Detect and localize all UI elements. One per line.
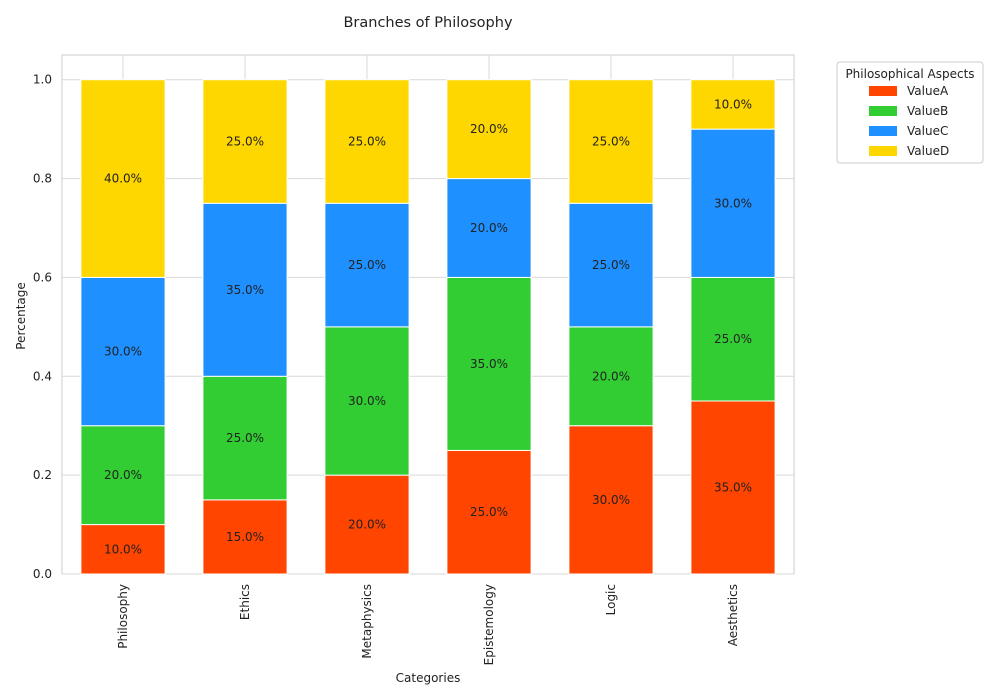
y-tick-label: 0.4 xyxy=(33,369,52,383)
data-label: 15.0% xyxy=(226,530,264,544)
plot-area: 0.0 0.2 0.4 0.6 0.8 1.0 10.0% 20.0% 30.0% 40.0% Ph… xyxy=(33,54,795,665)
data-label: 30.0% xyxy=(714,196,752,210)
bar-valuec-metaphysics xyxy=(324,202,410,328)
legend-label: ValueA xyxy=(907,84,949,98)
y-tick-label: 0.0 xyxy=(33,567,52,581)
data-label: 30.0% xyxy=(592,493,630,507)
x-tick-label: Ethics xyxy=(238,584,252,620)
data-label: 25.0% xyxy=(714,332,752,346)
data-label: 20.0% xyxy=(104,468,142,482)
legend-title: Philosophical Aspects xyxy=(845,67,974,81)
data-label: 25.0% xyxy=(348,135,386,149)
y-tick-label: 0.8 xyxy=(33,172,52,186)
y-tick-label: 1.0 xyxy=(33,73,52,87)
data-label: 25.0% xyxy=(348,258,386,272)
bar-valuec-epistemology xyxy=(446,178,532,278)
data-label: 25.0% xyxy=(592,135,630,149)
bar-valuec-ethics xyxy=(202,202,288,377)
legend-label: ValueC xyxy=(907,124,948,138)
legend-swatch xyxy=(869,126,897,136)
data-label: 10.0% xyxy=(714,97,752,111)
bar-valueb-metaphysics xyxy=(324,326,410,476)
data-label: 20.0% xyxy=(470,221,508,235)
data-label: 10.0% xyxy=(104,542,142,556)
y-tick-label: 0.6 xyxy=(33,270,52,284)
legend-label: ValueB xyxy=(907,104,948,118)
legend-label: ValueD xyxy=(907,144,949,158)
bar-valueb-logic xyxy=(568,326,654,427)
data-label: 35.0% xyxy=(714,481,752,495)
bar-valueb-philosophy xyxy=(80,425,166,526)
bar-valueb-ethics xyxy=(202,375,288,501)
bar-valued-epistemology xyxy=(446,79,532,180)
bar-valuea-epistemology xyxy=(446,449,532,575)
data-label: 35.0% xyxy=(226,283,264,297)
bar-valuea-aesthetics xyxy=(690,400,776,575)
data-label: 25.0% xyxy=(226,135,264,149)
data-label: 25.0% xyxy=(592,258,630,272)
bar-valued-metaphysics xyxy=(324,79,410,204)
data-label: 25.0% xyxy=(226,431,264,445)
x-tick-label: Philosophy xyxy=(116,584,130,649)
data-label: 25.0% xyxy=(470,505,508,519)
bar-valued-logic xyxy=(568,79,654,204)
bar-valuea-logic xyxy=(568,425,654,575)
legend: Philosophical Aspects ValueA ValueB ValueC… xyxy=(836,61,984,164)
bar-valuea-philosophy xyxy=(80,524,166,575)
bar-valuec-aesthetics xyxy=(690,128,776,278)
data-label: 30.0% xyxy=(104,345,142,359)
bar-valueb-epistemology xyxy=(446,276,532,451)
x-tick-label: Aesthetics xyxy=(726,584,740,646)
data-label: 40.0% xyxy=(104,172,142,186)
bar-valued-ethics xyxy=(202,79,288,204)
bar-valued-aesthetics xyxy=(690,79,776,130)
y-tick-label: 0.2 xyxy=(33,468,52,482)
data-label: 20.0% xyxy=(348,518,386,532)
x-tick-label: Logic xyxy=(604,584,618,615)
legend-swatch xyxy=(869,146,897,156)
data-label: 20.0% xyxy=(470,122,508,136)
data-label: 30.0% xyxy=(348,394,386,408)
bar-valuea-ethics xyxy=(202,499,288,575)
x-axis-label: Categories xyxy=(396,671,461,685)
y-axis-label: Percentage xyxy=(14,282,28,350)
data-label: 35.0% xyxy=(470,357,508,371)
data-label: 20.0% xyxy=(592,369,630,383)
legend-swatch xyxy=(869,106,897,116)
plot-frame xyxy=(61,54,795,575)
bar-valueb-aesthetics xyxy=(690,276,776,402)
bar-valued-philosophy xyxy=(80,79,166,278)
legend-swatch xyxy=(869,86,897,96)
chart-title: Branches of Philosophy xyxy=(343,15,512,31)
x-tick-label: Metaphysics xyxy=(360,584,374,659)
bar-valuec-logic xyxy=(568,202,654,328)
x-tick-label: Epistemology xyxy=(482,584,496,665)
